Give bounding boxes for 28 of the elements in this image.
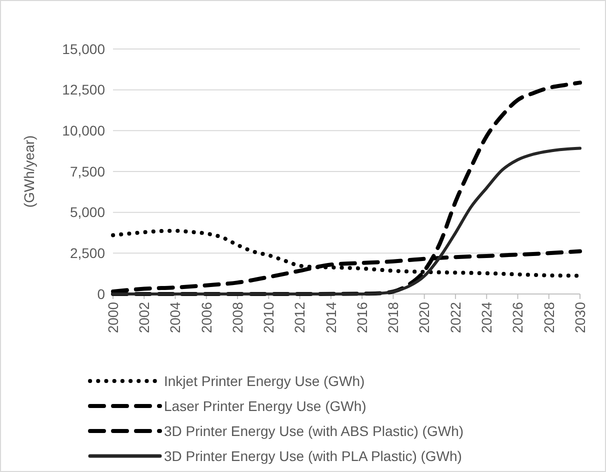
legend-label: 3D Printer Energy Use (with PLA Plastic) (GWh) <box>164 448 462 464</box>
x-tick-label: 2022 <box>447 302 464 334</box>
x-tick-label: 2004 <box>167 302 184 334</box>
y-tick-label: 12,500 <box>62 82 106 98</box>
x-tick-label: 2008 <box>229 302 246 334</box>
y-tick-label: 0 <box>97 286 106 302</box>
y-tick-label: 10,000 <box>62 122 106 139</box>
legend-label: Laser Printer Energy Use (GWh) <box>164 398 366 414</box>
x-tick-label: 2014 <box>322 302 339 334</box>
x-tick-label: 2026 <box>510 302 526 334</box>
x-tick-label: 2024 <box>478 302 494 334</box>
y-tick-label: 7,500 <box>70 163 106 180</box>
y-axis-title: (GWh/year) <box>21 135 37 208</box>
y-tick-label: 5,000 <box>70 204 106 220</box>
x-tick-label: 2012 <box>292 302 308 334</box>
x-tick-label: 2010 <box>260 302 277 334</box>
x-tick-label: 2000 <box>104 302 121 334</box>
x-tick-label: 2020 <box>416 302 432 334</box>
x-tick-label: 2006 <box>198 302 214 334</box>
legend-label: 3D Printer Energy Use (with ABS Plastic) (GWh) <box>164 422 464 439</box>
x-tick-label: 2002 <box>136 302 152 334</box>
y-tick-label: 15,000 <box>62 40 106 57</box>
x-tick-label: 2030 <box>572 302 588 334</box>
y-tick-label: 2,500 <box>70 245 106 262</box>
x-tick-label: 2018 <box>385 302 402 334</box>
x-tick-label: 2016 <box>354 302 370 334</box>
legend-label: Inkjet Printer Energy Use (GWh) <box>164 372 365 389</box>
x-tick-label: 2028 <box>540 302 557 334</box>
